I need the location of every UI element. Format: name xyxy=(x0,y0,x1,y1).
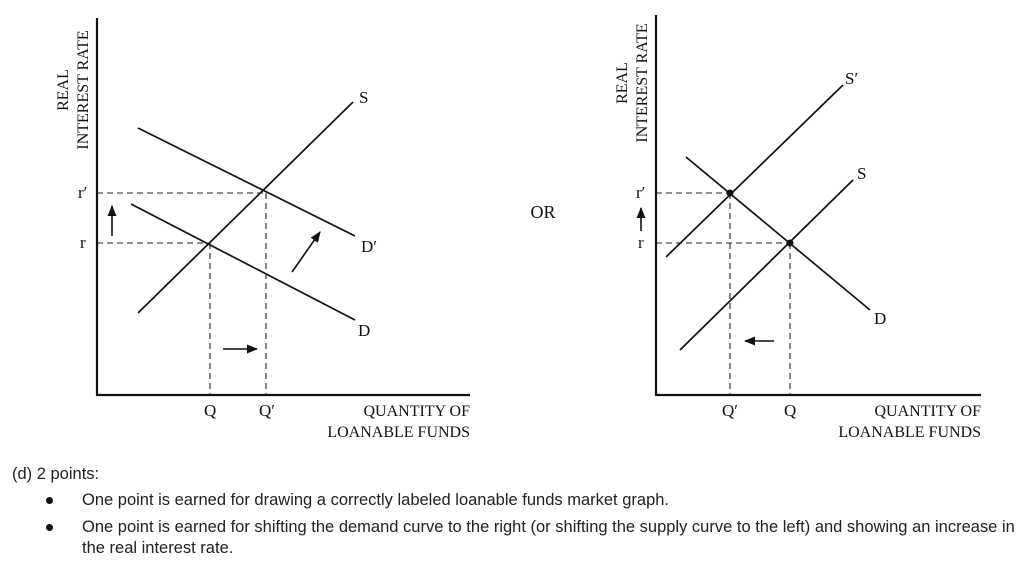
right-x-axis-label-line2: LOANABLE FUNDS xyxy=(838,424,981,441)
left-supply-label: S xyxy=(359,88,368,107)
left-rate-new-label: r′ xyxy=(78,183,87,202)
right-rate-label: r xyxy=(638,233,644,252)
left-demand-label: D xyxy=(358,321,370,340)
left-demand-shift-arrow xyxy=(291,231,321,273)
left-x-axis-label-line1: QUANTITY OF xyxy=(363,403,470,420)
left-demand-new-label: D′ xyxy=(361,237,377,256)
left-qty-label: Q xyxy=(204,401,216,420)
right-supply-new-label: S′ xyxy=(845,69,858,88)
left-y-axis-label-line2: INTEREST RATE xyxy=(75,30,92,149)
scoring-notes: (d) 2 points: One point is earned for dr… xyxy=(12,464,1022,565)
left-y-axis-label-line1: REAL xyxy=(55,69,72,111)
left-graph: REAL INTEREST RATE S D′ D r′ r Q Q′ QUAN… xyxy=(55,18,470,441)
left-demand-curve xyxy=(130,203,356,321)
scoring-bullet-text: One point is earned for shifting the dem… xyxy=(82,518,1015,557)
left-supply-curve xyxy=(137,101,354,314)
right-qty-label: Q xyxy=(784,401,796,420)
scoring-heading: (d) 2 points: xyxy=(12,465,100,483)
right-qty-new-label: Q′ xyxy=(722,401,738,420)
right-supply-curve-new xyxy=(665,84,844,258)
scoring-list: One point is earned for drawing a correc… xyxy=(12,490,1022,559)
right-equilibrium-new-point xyxy=(726,189,734,197)
right-y-axis-label-line1: REAL xyxy=(614,62,631,104)
scoring-bullet-item: One point is earned for shifting the dem… xyxy=(46,517,1022,559)
right-graph: REAL INTEREST RATE S′ S D r′ r Q′ Q QUAN… xyxy=(614,15,981,441)
bullet-icon xyxy=(46,497,53,504)
left-x-axis-label-line2: LOANABLE FUNDS xyxy=(327,424,470,441)
bullet-icon xyxy=(46,524,53,531)
scoring-bullet-text: One point is earned for drawing a correc… xyxy=(82,491,670,509)
right-equilibrium-point xyxy=(786,239,794,247)
loanable-funds-diagram: REAL INTEREST RATE S D′ D r′ r Q Q′ QUAN… xyxy=(55,15,981,441)
right-y-axis-label-line2: INTEREST RATE xyxy=(634,23,651,142)
right-supply-curve xyxy=(679,179,854,351)
right-rate-new-label: r′ xyxy=(636,183,645,202)
or-separator: OR xyxy=(530,202,555,222)
left-demand-curve-new xyxy=(137,127,356,237)
right-x-axis-label-line1: QUANTITY OF xyxy=(874,403,981,420)
right-supply-label: S xyxy=(857,164,866,183)
left-rate-label: r xyxy=(80,233,86,252)
left-qty-new-label: Q′ xyxy=(259,401,275,420)
right-demand-curve xyxy=(685,156,871,311)
right-demand-label: D xyxy=(874,309,886,328)
scoring-bullet-item: One point is earned for drawing a correc… xyxy=(46,490,1022,511)
